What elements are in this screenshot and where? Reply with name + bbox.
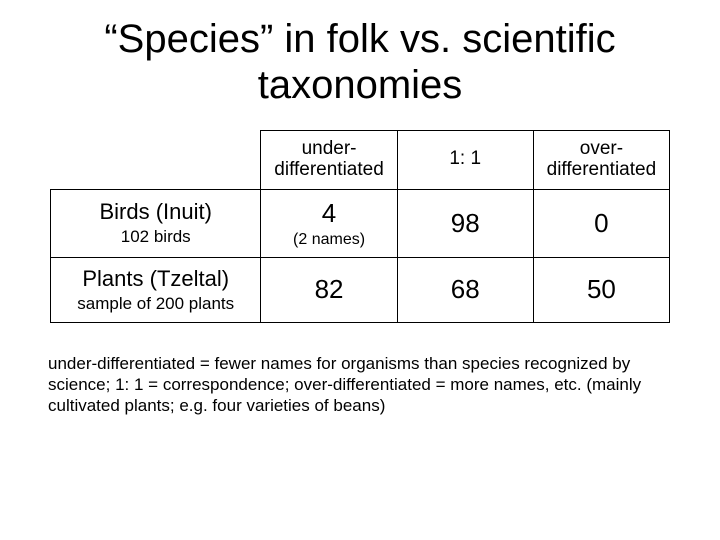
row-head-main: Birds (Inuit) [57, 199, 254, 225]
col-one-to-one: 1: 1 [397, 131, 533, 190]
col-label-top: under- [302, 138, 357, 159]
table-row: Birds (Inuit) 102 birds 4 (2 names) 98 0 [51, 189, 670, 257]
col-label-bot: differentiated [274, 159, 384, 180]
col-label-bot: differentiated [547, 159, 657, 180]
col-label-top: over- [580, 138, 623, 159]
col-under-diff: under- differentiated [261, 131, 397, 190]
col-over-diff: over- differentiated [533, 131, 669, 190]
cell-plants-under: 82 [261, 257, 397, 322]
taxonomy-table-wrap: under- differentiated 1: 1 over- differe… [50, 130, 670, 323]
cell-sub: (2 names) [267, 231, 390, 249]
row-head-sub: sample of 200 plants [57, 294, 254, 314]
cell-value: 50 [587, 274, 616, 304]
row-head-sub: 102 birds [57, 227, 254, 247]
cell-value: 4 [322, 198, 336, 228]
footnote-text: under-differentiated = fewer names for o… [48, 353, 672, 417]
cell-plants-1to1: 68 [397, 257, 533, 322]
table-row: Plants (Tzeltal) sample of 200 plants 82… [51, 257, 670, 322]
row-head-main: Plants (Tzeltal) [57, 266, 254, 292]
slide-title: “Species” in folk vs. scientific taxonom… [30, 16, 690, 108]
row-head-birds: Birds (Inuit) 102 birds [51, 189, 261, 257]
table-corner-cell [51, 131, 261, 190]
taxonomy-table: under- differentiated 1: 1 over- differe… [50, 130, 670, 323]
col-label-top: 1: 1 [449, 148, 481, 169]
cell-birds-1to1: 98 [397, 189, 533, 257]
cell-value: 0 [594, 208, 608, 238]
row-head-plants: Plants (Tzeltal) sample of 200 plants [51, 257, 261, 322]
table-header-row: under- differentiated 1: 1 over- differe… [51, 131, 670, 190]
cell-birds-over: 0 [533, 189, 669, 257]
cell-value: 82 [315, 274, 344, 304]
cell-plants-over: 50 [533, 257, 669, 322]
cell-birds-under: 4 (2 names) [261, 189, 397, 257]
cell-value: 98 [451, 208, 480, 238]
cell-value: 68 [451, 274, 480, 304]
